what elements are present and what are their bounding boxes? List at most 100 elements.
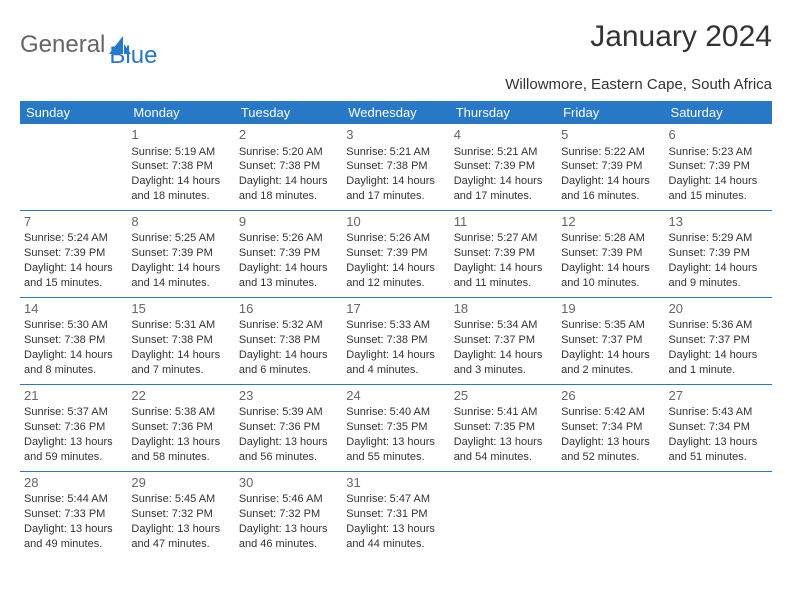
sunrise-text: Sunrise: 5:36 AM <box>669 318 768 333</box>
sunset-text: Sunset: 7:39 PM <box>239 246 338 261</box>
sunrise-text: Sunrise: 5:25 AM <box>131 231 230 246</box>
calendar-day-cell: 19Sunrise: 5:35 AMSunset: 7:37 PMDayligh… <box>557 297 664 384</box>
daylight-text: Daylight: 14 hours and 8 minutes. <box>24 348 123 378</box>
daylight-text: Daylight: 13 hours and 47 minutes. <box>131 522 230 552</box>
calendar-day-cell: 16Sunrise: 5:32 AMSunset: 7:38 PMDayligh… <box>235 297 342 384</box>
calendar-day-cell: 20Sunrise: 5:36 AMSunset: 7:37 PMDayligh… <box>665 297 772 384</box>
day-number: 2 <box>239 126 338 144</box>
sunrise-text: Sunrise: 5:20 AM <box>239 145 338 160</box>
calendar-day-cell <box>20 124 127 210</box>
sunrise-text: Sunrise: 5:39 AM <box>239 405 338 420</box>
sunset-text: Sunset: 7:39 PM <box>669 246 768 261</box>
calendar-day-cell: 23Sunrise: 5:39 AMSunset: 7:36 PMDayligh… <box>235 384 342 471</box>
calendar-week: 14Sunrise: 5:30 AMSunset: 7:38 PMDayligh… <box>20 297 772 384</box>
daylight-text: Daylight: 14 hours and 14 minutes. <box>131 261 230 291</box>
daylight-text: Daylight: 13 hours and 46 minutes. <box>239 522 338 552</box>
day-number: 14 <box>24 300 123 318</box>
day-number: 15 <box>131 300 230 318</box>
day-header: Thursday <box>450 101 557 124</box>
daylight-text: Daylight: 14 hours and 9 minutes. <box>669 261 768 291</box>
day-header: Sunday <box>20 101 127 124</box>
sunset-text: Sunset: 7:39 PM <box>24 246 123 261</box>
sunset-text: Sunset: 7:36 PM <box>131 420 230 435</box>
sunrise-text: Sunrise: 5:29 AM <box>669 231 768 246</box>
sunrise-text: Sunrise: 5:44 AM <box>24 492 123 507</box>
daylight-text: Daylight: 13 hours and 49 minutes. <box>24 522 123 552</box>
sunset-text: Sunset: 7:38 PM <box>346 159 445 174</box>
calendar-day-cell <box>450 471 557 557</box>
day-number: 20 <box>669 300 768 318</box>
calendar-day-cell: 29Sunrise: 5:45 AMSunset: 7:32 PMDayligh… <box>127 471 234 557</box>
daylight-text: Daylight: 14 hours and 15 minutes. <box>24 261 123 291</box>
calendar-day-cell: 9Sunrise: 5:26 AMSunset: 7:39 PMDaylight… <box>235 210 342 297</box>
sunrise-text: Sunrise: 5:45 AM <box>131 492 230 507</box>
sunrise-text: Sunrise: 5:26 AM <box>346 231 445 246</box>
sunrise-text: Sunrise: 5:41 AM <box>454 405 553 420</box>
sunset-text: Sunset: 7:36 PM <box>239 420 338 435</box>
calendar-day-cell: 26Sunrise: 5:42 AMSunset: 7:34 PMDayligh… <box>557 384 664 471</box>
sunrise-text: Sunrise: 5:34 AM <box>454 318 553 333</box>
daylight-text: Daylight: 14 hours and 11 minutes. <box>454 261 553 291</box>
sunrise-text: Sunrise: 5:40 AM <box>346 405 445 420</box>
calendar-day-cell: 21Sunrise: 5:37 AMSunset: 7:36 PMDayligh… <box>20 384 127 471</box>
day-header: Wednesday <box>342 101 449 124</box>
calendar-day-cell <box>665 471 772 557</box>
calendar-day-cell: 14Sunrise: 5:30 AMSunset: 7:38 PMDayligh… <box>20 297 127 384</box>
calendar-week: 21Sunrise: 5:37 AMSunset: 7:36 PMDayligh… <box>20 384 772 471</box>
sunrise-text: Sunrise: 5:32 AM <box>239 318 338 333</box>
sunset-text: Sunset: 7:37 PM <box>669 333 768 348</box>
sunset-text: Sunset: 7:39 PM <box>561 159 660 174</box>
sunset-text: Sunset: 7:39 PM <box>346 246 445 261</box>
sunset-text: Sunset: 7:34 PM <box>561 420 660 435</box>
day-number: 11 <box>454 213 553 231</box>
sunset-text: Sunset: 7:38 PM <box>24 333 123 348</box>
calendar-day-cell: 28Sunrise: 5:44 AMSunset: 7:33 PMDayligh… <box>20 471 127 557</box>
calendar-day-cell: 30Sunrise: 5:46 AMSunset: 7:32 PMDayligh… <box>235 471 342 557</box>
sunrise-text: Sunrise: 5:30 AM <box>24 318 123 333</box>
daylight-text: Daylight: 14 hours and 18 minutes. <box>131 174 230 204</box>
calendar-week: 28Sunrise: 5:44 AMSunset: 7:33 PMDayligh… <box>20 471 772 557</box>
day-number: 25 <box>454 387 553 405</box>
day-number: 5 <box>561 126 660 144</box>
daylight-text: Daylight: 14 hours and 6 minutes. <box>239 348 338 378</box>
sunrise-text: Sunrise: 5:22 AM <box>561 145 660 160</box>
day-number: 10 <box>346 213 445 231</box>
day-number: 18 <box>454 300 553 318</box>
daylight-text: Daylight: 14 hours and 2 minutes. <box>561 348 660 378</box>
day-number: 1 <box>131 126 230 144</box>
brand-logo: General Blue <box>20 20 157 70</box>
sunset-text: Sunset: 7:36 PM <box>24 420 123 435</box>
day-number: 19 <box>561 300 660 318</box>
day-number: 4 <box>454 126 553 144</box>
daylight-text: Daylight: 13 hours and 52 minutes. <box>561 435 660 465</box>
sunset-text: Sunset: 7:32 PM <box>131 507 230 522</box>
sunset-text: Sunset: 7:35 PM <box>454 420 553 435</box>
sunset-text: Sunset: 7:34 PM <box>669 420 768 435</box>
sunrise-text: Sunrise: 5:24 AM <box>24 231 123 246</box>
day-number: 22 <box>131 387 230 405</box>
daylight-text: Daylight: 14 hours and 13 minutes. <box>239 261 338 291</box>
sunrise-text: Sunrise: 5:26 AM <box>239 231 338 246</box>
sunset-text: Sunset: 7:38 PM <box>131 333 230 348</box>
calendar-day-cell: 24Sunrise: 5:40 AMSunset: 7:35 PMDayligh… <box>342 384 449 471</box>
sunrise-text: Sunrise: 5:37 AM <box>24 405 123 420</box>
sunrise-text: Sunrise: 5:19 AM <box>131 145 230 160</box>
sunrise-text: Sunrise: 5:23 AM <box>669 145 768 160</box>
daylight-text: Daylight: 14 hours and 15 minutes. <box>669 174 768 204</box>
day-number: 7 <box>24 213 123 231</box>
sunrise-text: Sunrise: 5:43 AM <box>669 405 768 420</box>
daylight-text: Daylight: 14 hours and 17 minutes. <box>346 174 445 204</box>
sunrise-text: Sunrise: 5:31 AM <box>131 318 230 333</box>
sunset-text: Sunset: 7:38 PM <box>239 159 338 174</box>
sunset-text: Sunset: 7:37 PM <box>454 333 553 348</box>
day-number: 30 <box>239 474 338 492</box>
calendar-day-cell: 12Sunrise: 5:28 AMSunset: 7:39 PMDayligh… <box>557 210 664 297</box>
day-number: 27 <box>669 387 768 405</box>
sunset-text: Sunset: 7:39 PM <box>454 159 553 174</box>
calendar-day-cell: 8Sunrise: 5:25 AMSunset: 7:39 PMDaylight… <box>127 210 234 297</box>
daylight-text: Daylight: 14 hours and 16 minutes. <box>561 174 660 204</box>
day-number: 17 <box>346 300 445 318</box>
sunset-text: Sunset: 7:39 PM <box>561 246 660 261</box>
daylight-text: Daylight: 14 hours and 10 minutes. <box>561 261 660 291</box>
daylight-text: Daylight: 14 hours and 12 minutes. <box>346 261 445 291</box>
